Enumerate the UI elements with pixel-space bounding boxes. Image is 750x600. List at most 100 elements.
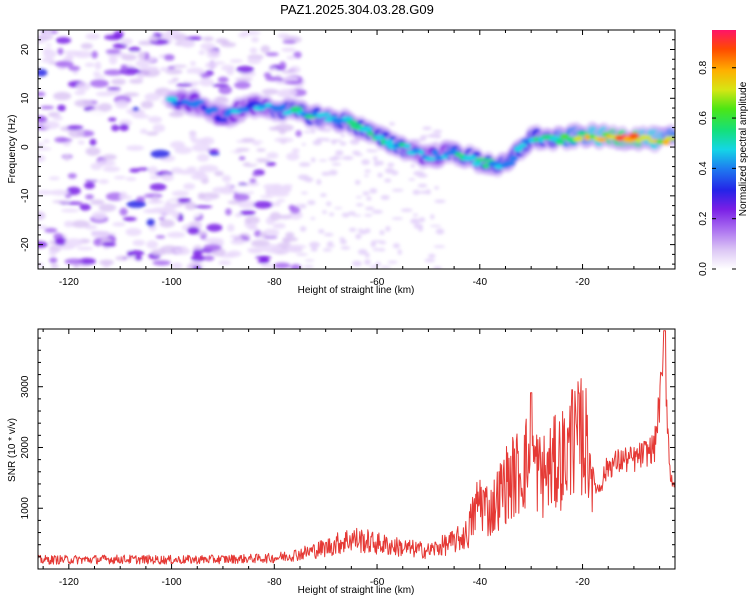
- y-tick-label: 2000: [20, 436, 31, 459]
- spectrogram-faint-blob: [301, 143, 307, 146]
- spectrogram-noise-blob: [57, 47, 64, 55]
- spectrogram-noise-blob: [146, 218, 155, 227]
- spectrogram-noise-blob: [203, 255, 215, 261]
- spectrogram-faint-blob: [364, 169, 371, 173]
- spectrogram-noise-blob: [175, 83, 193, 87]
- spectrogram-noise-blob: [171, 262, 183, 269]
- spectrogram-faint-blob: [327, 241, 334, 246]
- snr-y-axis-label: SNR (10 * v/v): [7, 418, 18, 482]
- spectrogram-noise-blob: [126, 250, 145, 256]
- spectrogram-faint-blob: [389, 122, 395, 126]
- ridge-core: [317, 112, 332, 117]
- ridge-core: [359, 126, 373, 133]
- spectrogram-faint-blob: [364, 259, 371, 265]
- spectrogram-noise-blob: [120, 64, 128, 72]
- spectrogram-faint-blob: [410, 163, 415, 168]
- spectrogram-noise-blob: [295, 84, 304, 89]
- spectrogram-faint-blob: [412, 213, 419, 217]
- spectrogram-noise-blob: [77, 257, 96, 265]
- spectrogram-noise-blob: [102, 154, 117, 161]
- spectrogram-noise-blob: [42, 121, 60, 130]
- spectrogram-faint-blob: [380, 266, 391, 269]
- spectrogram-noise-blob: [80, 43, 93, 50]
- spectrogram-noise-blob: [191, 173, 209, 181]
- spectrogram-faint-blob: [434, 199, 446, 203]
- spectrogram-noise-blob: [101, 241, 116, 247]
- spectrogram-noise-blob: [140, 100, 154, 109]
- spectrogram-noise-blob: [263, 228, 280, 237]
- spectrogram-noise-blob: [263, 72, 272, 78]
- spectrogram-noise-blob: [244, 216, 260, 225]
- spectrogram-faint-blob: [341, 212, 350, 218]
- spectrogram-noise-blob: [239, 210, 256, 216]
- spectrogram-noise-blob: [38, 211, 46, 221]
- spectrogram-noise-blob: [103, 69, 124, 76]
- spectrogram-noise-blob: [259, 232, 267, 238]
- spectrogram-noise-blob: [191, 138, 209, 144]
- spectrogram-noise-blob: [125, 177, 137, 181]
- spectrogram-noise-blob: [186, 67, 205, 76]
- spectrogram-noise-blob: [165, 68, 183, 75]
- spectrogram-noise-blob: [38, 142, 45, 147]
- spectrogram-noise-blob: [134, 255, 143, 261]
- spectrogram-noise-blob: [249, 221, 257, 230]
- spectrogram-x-axis-label: Height of straight line (km): [298, 285, 415, 296]
- spectrogram-faint-blob: [391, 170, 399, 176]
- spectrogram-noise-blob: [241, 138, 256, 142]
- spectrogram-noise-blob: [164, 201, 178, 211]
- spectrogram-noise-blob: [230, 239, 245, 245]
- colorbar-tick-label: 0.0: [698, 262, 709, 276]
- ridge-core: [518, 143, 528, 148]
- spectrogram-noise-blob: [111, 78, 126, 86]
- spectrogram-noise-blob: [55, 37, 72, 44]
- spectrogram-noise-blob: [88, 173, 98, 180]
- spectrogram-noise-blob: [121, 38, 133, 45]
- spectrogram-noise-blob: [248, 248, 264, 254]
- spectrogram-faint-blob: [296, 253, 308, 256]
- spectrogram-faint-blob: [329, 212, 335, 217]
- spectrogram-noise-blob: [129, 78, 144, 84]
- spectrogram-noise-blob: [42, 48, 52, 52]
- spectrogram-faint-blob: [361, 159, 370, 166]
- spectrogram-noise-blob: [278, 127, 287, 135]
- spectrogram-noise-blob: [265, 52, 279, 57]
- snr-x-ticks: -120 -100 -80 -60 -40 -20: [42, 329, 661, 588]
- spectrogram-noise-blob: [205, 61, 218, 69]
- spectrogram-noise-blob: [260, 256, 269, 261]
- spectrogram-noise-blob: [246, 181, 260, 187]
- spectrogram-faint-blob: [340, 134, 345, 138]
- spectrogram-noise-blob: [221, 175, 232, 183]
- spectrogram-noise-blob: [98, 103, 113, 112]
- colorbar-tick-label: 0.4: [698, 161, 709, 175]
- spectrogram-faint-blob: [413, 170, 425, 176]
- spectrogram-noise-blob: [259, 142, 269, 148]
- spectrogram-noise-blob: [163, 54, 175, 61]
- colorbar-tick-label: 0.2: [698, 211, 709, 225]
- spectrogram-noise-blob: [172, 210, 180, 219]
- spectrogram-noise-blob: [141, 68, 161, 77]
- spectrogram-noise-blob: [249, 47, 258, 54]
- spectrogram-faint-blob: [391, 188, 404, 192]
- spectrogram-noise-blob: [183, 183, 196, 190]
- spectrogram-noise-blob: [270, 185, 284, 192]
- x-tick-label: -100: [162, 577, 182, 588]
- spectrogram-noise-blob: [49, 189, 70, 196]
- spectrogram-noise-blob: [40, 105, 55, 110]
- spectrogram-noise-blob: [146, 131, 159, 136]
- spectrogram-faint-blob: [339, 237, 345, 241]
- spectrogram-faint-blob: [428, 133, 438, 138]
- spectrogram-faint-blob: [333, 155, 338, 161]
- spectrogram-noise-blob: [131, 157, 140, 161]
- spectrogram-noise-blob: [189, 36, 203, 41]
- spectrogram-noise-blob: [266, 152, 279, 159]
- ridge-core: [467, 154, 477, 161]
- x-tick-label: -40: [473, 577, 488, 588]
- spectrogram-faint-blob: [400, 208, 413, 212]
- spectrogram-noise-blob: [208, 151, 220, 156]
- spectrogram-noise-blob: [259, 195, 274, 199]
- spectrogram-noise-blob: [281, 249, 290, 253]
- spectrogram-faint-blob: [362, 191, 370, 196]
- spectrogram-noise-blob: [148, 116, 163, 124]
- ridge-core: [509, 155, 519, 162]
